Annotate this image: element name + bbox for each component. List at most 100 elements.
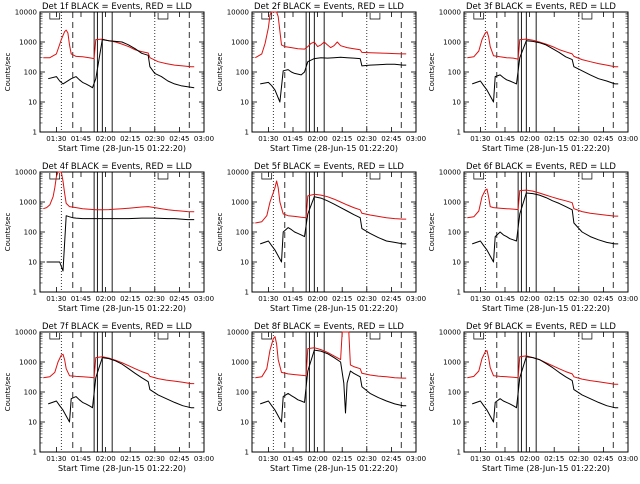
y-tick-label: 10000: [227, 329, 249, 337]
plot-frame: [251, 171, 417, 293]
events-series-line: [48, 39, 195, 89]
x-tick-label: 02:45: [593, 295, 613, 303]
y-axis-label: Counts/sec: [428, 213, 436, 252]
y-tick-label: 10000: [439, 329, 461, 337]
x-tick-label: 01:45: [71, 135, 91, 143]
x-tick-label: 01:30: [470, 135, 490, 143]
x-tick-label: 02:45: [381, 295, 401, 303]
state-bracket: [581, 173, 593, 180]
y-tick-label: 10: [240, 419, 249, 427]
x-tick-label: 02:15: [332, 455, 352, 463]
state-bracket: [157, 173, 169, 180]
x-tick-label: 03:00: [618, 455, 638, 463]
x-tick-label: 02:15: [544, 135, 564, 143]
y-tick-label: 1000: [19, 199, 37, 207]
x-tick-label: 03:00: [406, 455, 426, 463]
x-tick-label: 01:30: [46, 455, 66, 463]
x-tick-label: 02:45: [593, 135, 613, 143]
x-tick-label: 01:45: [495, 455, 515, 463]
x-tick-label: 02:30: [569, 295, 589, 303]
y-tick-label: 10000: [439, 9, 461, 17]
y-axis-label: Counts/sec: [216, 373, 224, 412]
x-tick-label: 01:30: [258, 455, 278, 463]
panel-title: Det 7f BLACK = Events, RED = LLD: [42, 322, 192, 332]
x-tick-label: 03:00: [194, 455, 214, 463]
plot-frame: [251, 331, 417, 453]
x-tick-label: 03:00: [406, 135, 426, 143]
x-tick-label: 03:00: [194, 135, 214, 143]
y-tick-label: 10: [452, 259, 461, 267]
y-tick-label: 10: [452, 99, 461, 107]
y-tick-label: 1000: [443, 39, 461, 47]
x-tick-label: 01:30: [470, 455, 490, 463]
y-tick-label: 1000: [231, 199, 249, 207]
panel-9: Det 9f BLACK = Events, RED = LLD 1 10 100 10…: [428, 322, 638, 473]
panel-2: Det 2f BLACK = Events, RED = LLD 1 10 100 10…: [216, 2, 426, 153]
y-tick-label: 1: [457, 289, 461, 297]
x-tick-label: 01:30: [46, 295, 66, 303]
plot-frame: [39, 331, 205, 453]
state-bracket: [261, 333, 273, 340]
state-bracket: [261, 13, 273, 20]
x-tick-label: 02:15: [332, 295, 352, 303]
state-bracket: [473, 333, 485, 340]
y-axis-label: Counts/sec: [216, 53, 224, 92]
events-series-line: [48, 357, 195, 423]
events-series-line: [472, 40, 619, 103]
state-bracket: [261, 173, 273, 180]
lld-series-line: [467, 350, 619, 385]
y-tick-label: 1000: [443, 199, 461, 207]
events-series-line: [472, 192, 619, 263]
y-tick-label: 10: [28, 99, 37, 107]
plot-frame: [251, 11, 417, 133]
panel-5: Det 5f BLACK = Events, RED = LLD 1 10 100 10…: [216, 162, 426, 313]
x-tick-label: 02:45: [169, 295, 189, 303]
x-tick-label: 02:00: [96, 135, 116, 143]
x-tick-label: 02:15: [120, 455, 140, 463]
panel-6: Det 6f BLACK = Events, RED = LLD 1 10 100 10…: [428, 162, 638, 313]
x-tick-label: 02:15: [120, 135, 140, 143]
y-tick-label: 1000: [19, 39, 37, 47]
y-tick-label: 10: [28, 259, 37, 267]
panel-title: Det 8f BLACK = Events, RED = LLD: [254, 322, 404, 332]
plot-frame: [463, 331, 629, 453]
y-tick-label: 1: [245, 449, 249, 457]
y-tick-label: 10: [28, 419, 37, 427]
x-axis-label: Start Time (28-Jun-15 01:22:20): [270, 144, 398, 153]
y-tick-label: 100: [448, 229, 461, 237]
x-tick-label: 03:00: [618, 135, 638, 143]
y-axis-label: Counts/sec: [4, 213, 12, 252]
panel-4: Det 4f BLACK = Events, RED = LLD 1 10 100 10…: [4, 162, 214, 313]
y-tick-label: 1: [245, 289, 249, 297]
x-axis-label: Start Time (28-Jun-15 01:22:20): [270, 304, 398, 313]
state-bracket: [49, 333, 61, 340]
state-bracket: [473, 173, 485, 180]
y-tick-label: 100: [24, 69, 37, 77]
x-axis-label: Start Time (28-Jun-15 01:22:20): [482, 304, 610, 313]
x-tick-label: 03:00: [406, 295, 426, 303]
x-axis-label: Start Time (28-Jun-15 01:22:20): [58, 144, 186, 153]
events-series-line: [472, 356, 619, 423]
x-tick-label: 02:00: [520, 135, 540, 143]
panel-title: Det 2f BLACK = Events, RED = LLD: [254, 2, 404, 12]
x-tick-label: 01:45: [495, 295, 515, 303]
panel-3: Det 3f BLACK = Events, RED = LLD 1 10 100 10…: [428, 2, 638, 153]
events-series-line: [260, 349, 407, 423]
lld-series-line: [255, 180, 407, 224]
x-tick-label: 02:30: [357, 135, 377, 143]
y-tick-label: 10000: [439, 169, 461, 177]
x-tick-label: 02:15: [544, 455, 564, 463]
state-bracket: [157, 13, 169, 20]
panel-7: Det 7f BLACK = Events, RED = LLD 1 10 100 10…: [4, 322, 214, 473]
plot-frame: [463, 11, 629, 133]
y-tick-label: 100: [236, 69, 249, 77]
y-tick-label: 1000: [19, 359, 37, 367]
state-bracket: [49, 13, 61, 20]
x-tick-label: 02:30: [145, 135, 165, 143]
y-tick-label: 10: [240, 99, 249, 107]
y-tick-label: 1000: [231, 39, 249, 47]
y-tick-label: 100: [236, 229, 249, 237]
events-series-line: [260, 196, 407, 263]
state-bracket: [369, 173, 381, 180]
